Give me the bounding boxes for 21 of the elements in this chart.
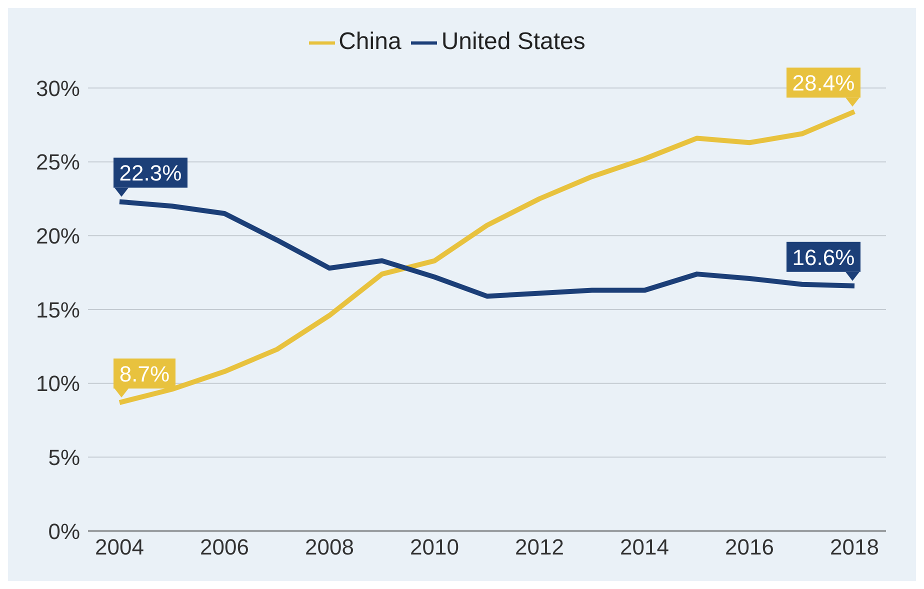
data-label: 28.4% <box>792 70 855 96</box>
x-tick-label: 2004 <box>95 534 144 560</box>
data-label: 22.3% <box>119 160 182 186</box>
data-label: 8.7% <box>119 362 170 387</box>
y-tick-label: 15% <box>36 297 80 322</box>
x-tick-label: 2006 <box>200 534 249 560</box>
y-tick-label: 0% <box>48 518 80 544</box>
legend-label: China <box>338 28 402 55</box>
y-tick-label: 30% <box>36 76 80 101</box>
x-tick-label: 2010 <box>410 534 459 560</box>
legend-label: United States <box>441 28 586 55</box>
x-tick-label: 2014 <box>620 534 669 560</box>
y-tick-label: 5% <box>48 444 80 470</box>
x-tick-label: 2016 <box>725 534 774 560</box>
y-tick-label: 25% <box>36 150 80 175</box>
x-tick-label: 2008 <box>305 534 354 560</box>
y-tick-label: 20% <box>36 223 80 248</box>
x-tick-label: 2018 <box>830 534 879 560</box>
y-tick-label: 10% <box>36 371 80 396</box>
data-label: 16.6% <box>792 244 855 270</box>
x-tick-label: 2012 <box>515 534 564 560</box>
